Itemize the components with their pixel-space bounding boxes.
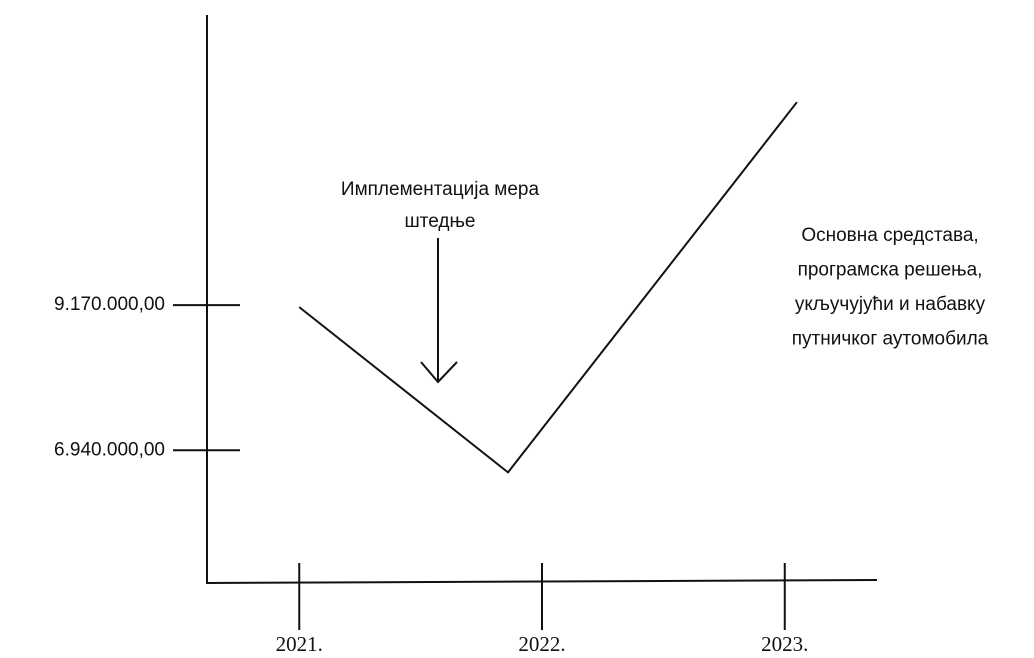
line [298, 101, 798, 474]
annotation: укључујући и набавку [795, 294, 986, 315]
annotation: програмска решења, [798, 260, 983, 281]
y-tick-label: 9.170.000,00 [54, 294, 165, 315]
annotation: штедње [405, 211, 476, 232]
y-tick-label: 6.940.000,00 [54, 439, 165, 460]
x-tick-label: 2021. [276, 632, 323, 656]
x-tick-label: 2022. [518, 632, 565, 656]
annotation: Основна средстава, [801, 225, 978, 246]
annotation: путничког аутомобила [792, 329, 989, 350]
annotation: Имплементација мера [341, 179, 540, 200]
annotation-arrow [420, 238, 458, 384]
x-tick-label: 2023. [761, 632, 808, 656]
